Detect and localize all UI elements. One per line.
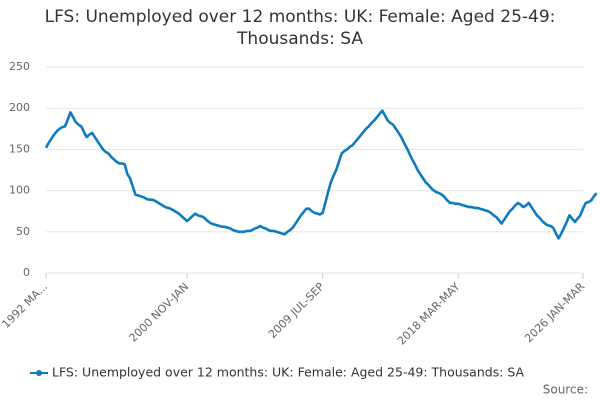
legend-label: LFS: Unemployed over 12 months: UK: Fema… (52, 365, 525, 380)
x-tick-label: 2026 JAN-MAR (522, 280, 587, 345)
source-label: Source: (543, 383, 588, 397)
y-tick-label: 100 (9, 184, 30, 197)
data-line (44, 109, 598, 240)
x-tick-label: 1992 MA... (0, 280, 50, 331)
y-tick-label: 0 (23, 266, 30, 279)
y-tick-label: 150 (9, 142, 30, 155)
y-tick-label: 50 (16, 225, 30, 238)
legend-marker (36, 370, 42, 376)
y-tick-label: 200 (9, 101, 30, 114)
chart-title: LFS: Unemployed over 12 months: UK: Fema… (44, 7, 556, 49)
x-tick-label: 2000 NOV-JAN (127, 280, 192, 345)
y-tick-label: 250 (9, 60, 30, 73)
x-tick-label: 2009 JUL-SEP (266, 280, 327, 341)
x-tick-label: 2018 MAR-MAY (395, 280, 463, 348)
